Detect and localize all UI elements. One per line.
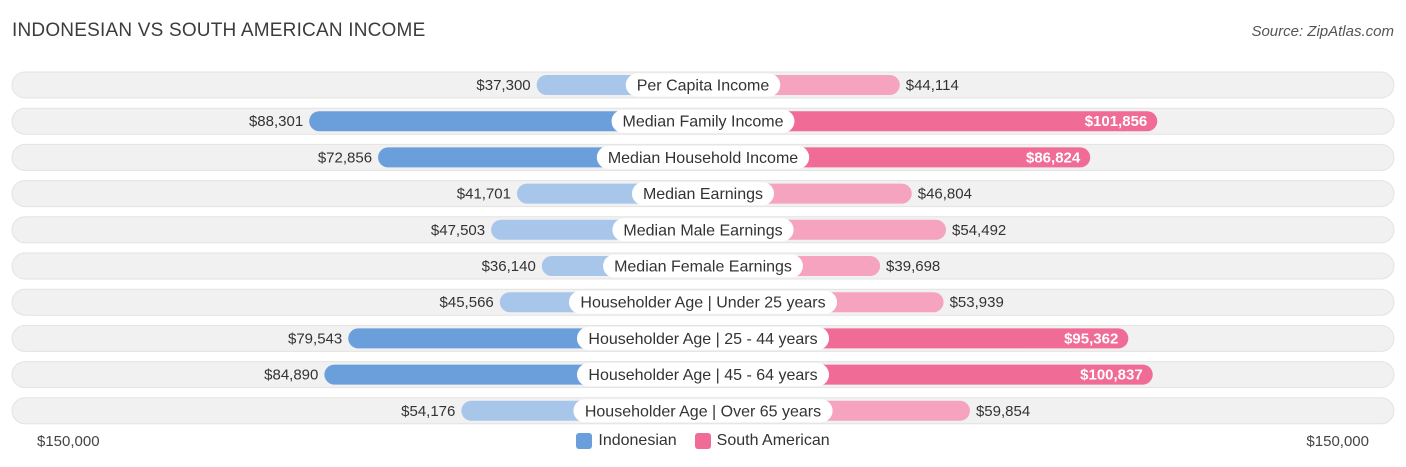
legend: Indonesian South American (0, 432, 1406, 450)
value-label-south-american: $86,824 (1026, 149, 1081, 166)
value-label-south-american: $100,837 (1080, 367, 1143, 384)
category-pill (603, 254, 803, 278)
legend-swatch-south-american (694, 433, 711, 449)
category-label: Median Earnings (643, 186, 763, 203)
category-pill (625, 73, 781, 97)
value-label-south-american: $59,854 (976, 403, 1030, 420)
category-label: Householder Age | Over 65 years (585, 403, 821, 420)
category-pill (631, 182, 775, 206)
legend-item-indonesian[interactable]: Indonesian (576, 432, 677, 450)
category-pill (576, 326, 830, 350)
bar-south-american[interactable] (703, 111, 1158, 132)
category-pill (611, 109, 795, 133)
value-label-south-american: $44,114 (906, 77, 959, 94)
value-label-indonesian: $88,301 (249, 113, 303, 130)
category-pill (596, 145, 810, 169)
category-pill (612, 218, 794, 242)
category-label: Householder Age | 45 - 64 years (588, 367, 817, 384)
value-label-south-american: $39,698 (886, 258, 940, 275)
value-label-indonesian: $47,503 (431, 222, 485, 239)
value-label-south-american: $54,492 (952, 222, 1006, 239)
value-label-indonesian: $45,566 (440, 294, 494, 311)
value-label-indonesian: $72,856 (318, 149, 372, 166)
value-label-indonesian: $37,300 (476, 77, 530, 94)
diverging-bar-chart: $37,300 $44,114 Per Capita Income $88,301 $1… (11, 71, 1395, 425)
value-label-indonesian: $41,701 (457, 186, 511, 203)
value-label-indonesian: $79,543 (288, 330, 342, 347)
category-label: Median Household Income (608, 150, 798, 167)
category-label: Median Female Earnings (614, 259, 792, 276)
value-label-indonesian: $36,140 (482, 258, 536, 275)
value-label-south-american: $101,856 (1085, 113, 1148, 130)
value-label-indonesian: $54,176 (401, 403, 455, 420)
category-label: Householder Age | 25 - 44 years (588, 331, 817, 348)
legend-label-south-american: South American (716, 432, 830, 449)
axis-left-label: $150,000 (37, 433, 100, 450)
axis-right-label: $150,000 (1306, 433, 1369, 450)
chart-source: Source: ZipAtlas.com (1251, 23, 1394, 40)
category-label: Median Male Earnings (623, 222, 782, 239)
legend-label-indonesian: Indonesian (598, 432, 677, 449)
value-label-south-american: $46,804 (918, 186, 972, 203)
category-pill (573, 399, 833, 423)
bar-indonesian[interactable] (309, 111, 703, 132)
category-pill (576, 363, 830, 387)
category-pill (568, 290, 838, 314)
legend-item-south-american[interactable]: South American (694, 432, 830, 450)
value-label-indonesian: $84,890 (264, 367, 318, 384)
chart-title: INDONESIAN VS SOUTH AMERICAN INCOME (12, 20, 426, 41)
legend-swatch-indonesian (576, 433, 593, 449)
category-label: Median Family Income (623, 114, 784, 131)
value-label-south-american: $53,939 (950, 294, 1004, 311)
value-label-south-american: $95,362 (1064, 330, 1118, 347)
category-label: Per Capita Income (637, 78, 770, 95)
category-label: Householder Age | Under 25 years (580, 295, 825, 312)
